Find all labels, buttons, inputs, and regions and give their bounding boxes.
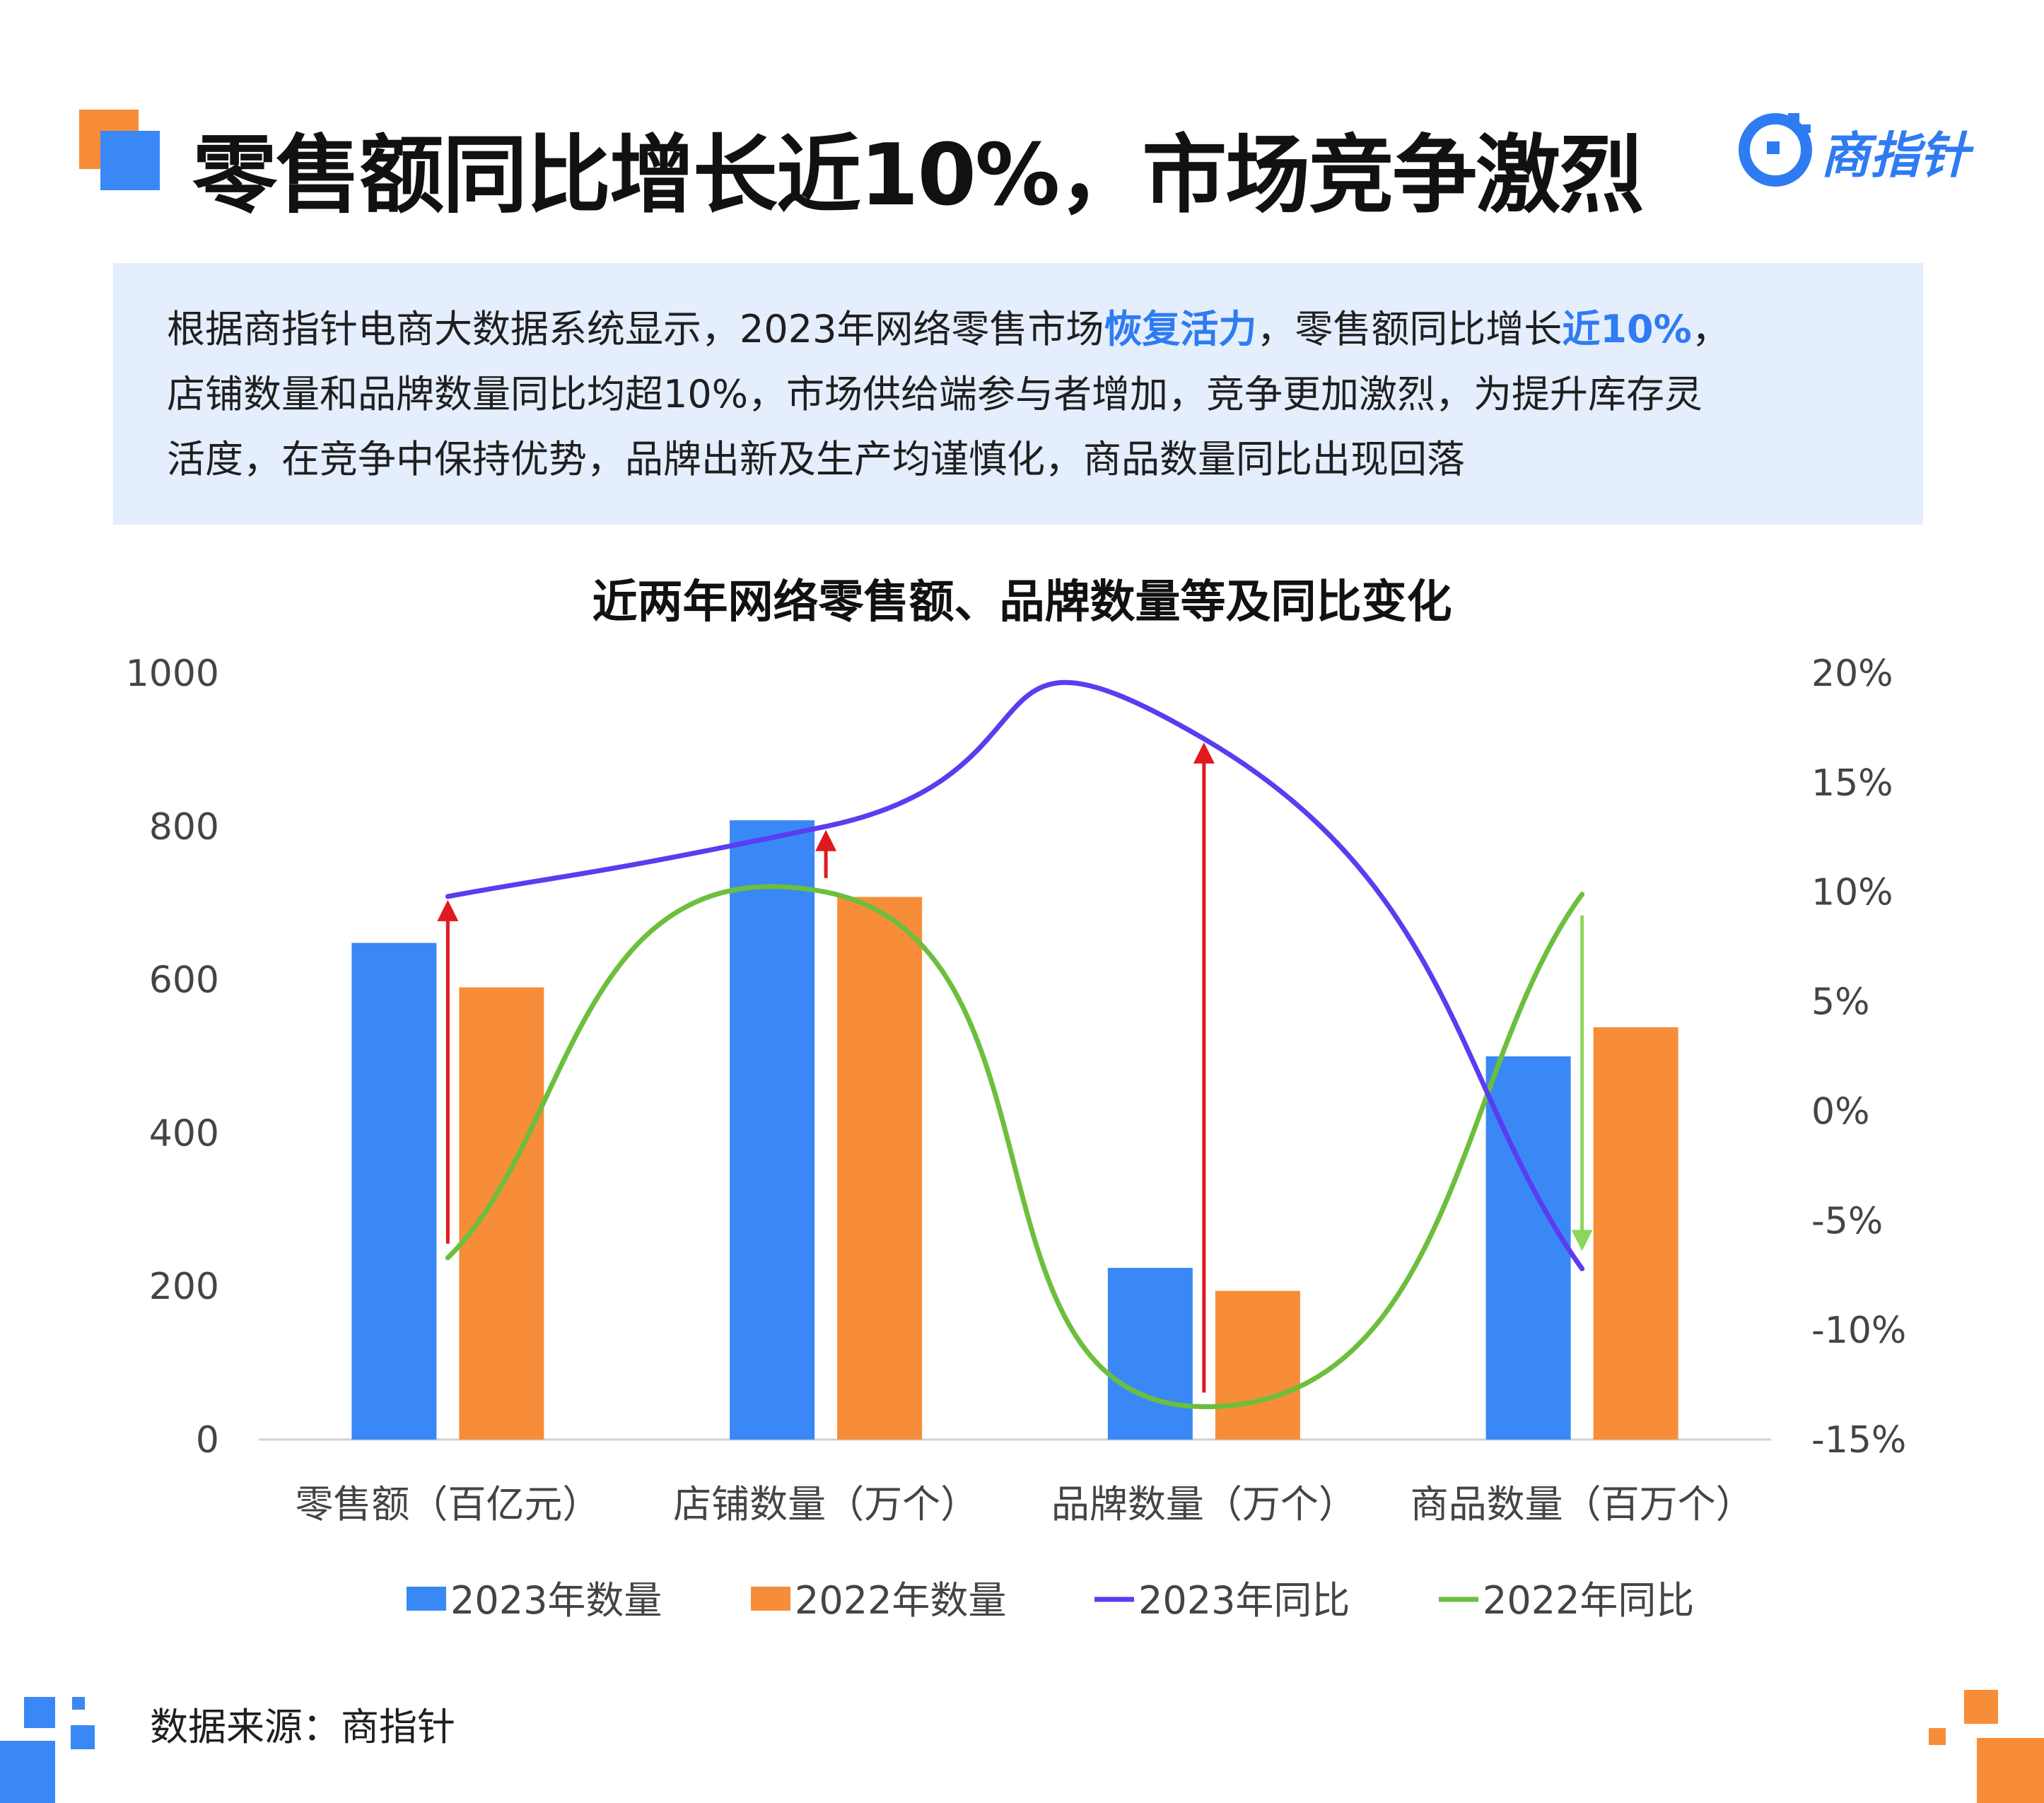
- category-label: 店铺数量（万个）: [673, 1482, 979, 1527]
- legend-label: 2023年数量: [450, 1578, 662, 1623]
- summary-box: 根据商指针电商大数据系统显示，2023年网络零售市场恢复活力，零售额同比增长近1…: [113, 263, 1923, 525]
- right-axis-tick-label: 5%: [1811, 981, 1870, 1024]
- summary-line-3: 活度，在竞争中保持优势，品牌出新及生产均谨慎化，商品数量同比出现回落: [167, 437, 1465, 482]
- left-axis-tick-label: 200: [149, 1266, 219, 1308]
- logo-text: 商指针: [1821, 127, 1969, 185]
- title-accent-blue: [100, 131, 160, 190]
- bar-2023: [730, 820, 815, 1440]
- series-line-2023: [445, 679, 1585, 1271]
- bar-2022: [837, 897, 923, 1440]
- highlight-text: 近10%: [1562, 307, 1692, 351]
- chart-title: 近两年网络零售额、品牌数量等及同比变化: [592, 576, 1452, 629]
- category-label: 零售额（百亿元）: [295, 1482, 600, 1527]
- legend-label: 2022年同比: [1483, 1578, 1694, 1623]
- deco-square: [1964, 1690, 1998, 1724]
- right-axis-tick-label: 20%: [1811, 653, 1893, 695]
- bar-2022: [1593, 1027, 1678, 1440]
- legend-label: 2022年数量: [795, 1578, 1006, 1623]
- deco-square: [71, 1725, 95, 1749]
- deco-square: [24, 1697, 55, 1728]
- page-title: 零售额同比增长近10%，市场竞争激烈: [192, 127, 1644, 225]
- bar-2023: [351, 943, 437, 1440]
- summary-line-1: 根据商指针电商大数据系统显示，2023年网络零售市场恢复活力，零售额同比增长近1…: [167, 297, 1869, 362]
- summary-text: 根据商指针电商大数据系统显示，2023年网络零售市场: [167, 307, 1104, 351]
- highlight-text: 恢复活力: [1104, 307, 1257, 351]
- right-axis-tick-label: -5%: [1811, 1200, 1883, 1242]
- right-axis-tick-label: 15%: [1811, 762, 1893, 805]
- deco-square: [1929, 1728, 1946, 1745]
- deco-square: [72, 1697, 85, 1710]
- category-label: 品牌数量（万个）: [1051, 1482, 1357, 1527]
- right-axis-tick-label: -15%: [1811, 1419, 1906, 1461]
- deco-square: [1977, 1738, 2044, 1803]
- left-axis-tick-label: 0: [196, 1419, 219, 1461]
- brand-logo: 商指针: [1736, 106, 1969, 191]
- left-axis-tick-label: 800: [149, 806, 219, 848]
- summary-line-2: 店铺数量和品牌数量同比均超10%，市场供给端参与者增加，竞争更加激烈，为提升库存…: [167, 372, 1703, 416]
- compass-logo-icon: [1739, 113, 1812, 187]
- left-axis-tick-label: 1000: [126, 653, 219, 695]
- right-axis-tick-label: -10%: [1811, 1309, 1906, 1352]
- left-axis-tick-label: 400: [149, 1112, 219, 1155]
- bar-2023: [1107, 1268, 1193, 1440]
- bar-2022: [459, 987, 544, 1440]
- legend-swatch-bar: [751, 1587, 790, 1611]
- category-label: 商品数量（百万个）: [1411, 1482, 1754, 1527]
- right-axis-tick-label: 10%: [1811, 872, 1893, 914]
- right-axis-tick-label: 0%: [1811, 1090, 1870, 1133]
- legend-label: 2023年同比: [1138, 1578, 1350, 1623]
- data-source: 数据来源：商指针: [150, 1705, 455, 1749]
- summary-text: ，零售额同比增长: [1256, 307, 1563, 351]
- series-line-2022: [445, 884, 1585, 1410]
- summary-text: ，: [1691, 307, 1730, 351]
- bar-2022: [1215, 1290, 1300, 1440]
- legend-swatch-bar: [407, 1587, 446, 1611]
- deco-square: [0, 1741, 55, 1803]
- left-axis-tick-label: 600: [149, 959, 219, 1002]
